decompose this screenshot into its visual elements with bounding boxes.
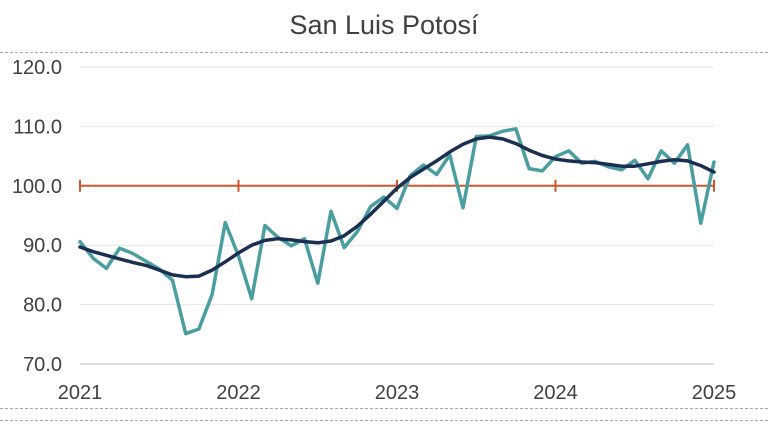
series-group	[78, 127, 716, 336]
y-tick-label: 120.0	[12, 57, 62, 79]
y-tick-label: 110.0	[13, 116, 62, 138]
bottom-divider-upper	[0, 408, 768, 409]
series-line-1	[78, 127, 716, 336]
grid-lines	[80, 66, 714, 365]
x-tick-label: 2024	[533, 382, 578, 404]
x-tick-label: 2025	[692, 382, 737, 404]
y-axis-ticks: 70.0 80.0 90.0 100.0 110.0 120.0	[12, 57, 62, 376]
bottom-divider-lower	[0, 420, 768, 421]
y-tick-label: 100.0	[12, 176, 62, 198]
y-tick-label: 80.0	[23, 295, 62, 317]
series-line-2	[78, 135, 716, 279]
chart-title: San Luis Potosí	[289, 10, 479, 40]
y-tick-label: 90.0	[23, 235, 62, 257]
x-axis-ticks: 2021 2022 2023 2024 2025	[58, 382, 737, 404]
x-tick-label: 2022	[216, 382, 261, 404]
x-tick-label: 2023	[375, 382, 420, 404]
y-tick-label: 70.0	[23, 354, 62, 376]
x-tick-label: 2021	[58, 382, 103, 404]
top-divider	[0, 52, 768, 53]
